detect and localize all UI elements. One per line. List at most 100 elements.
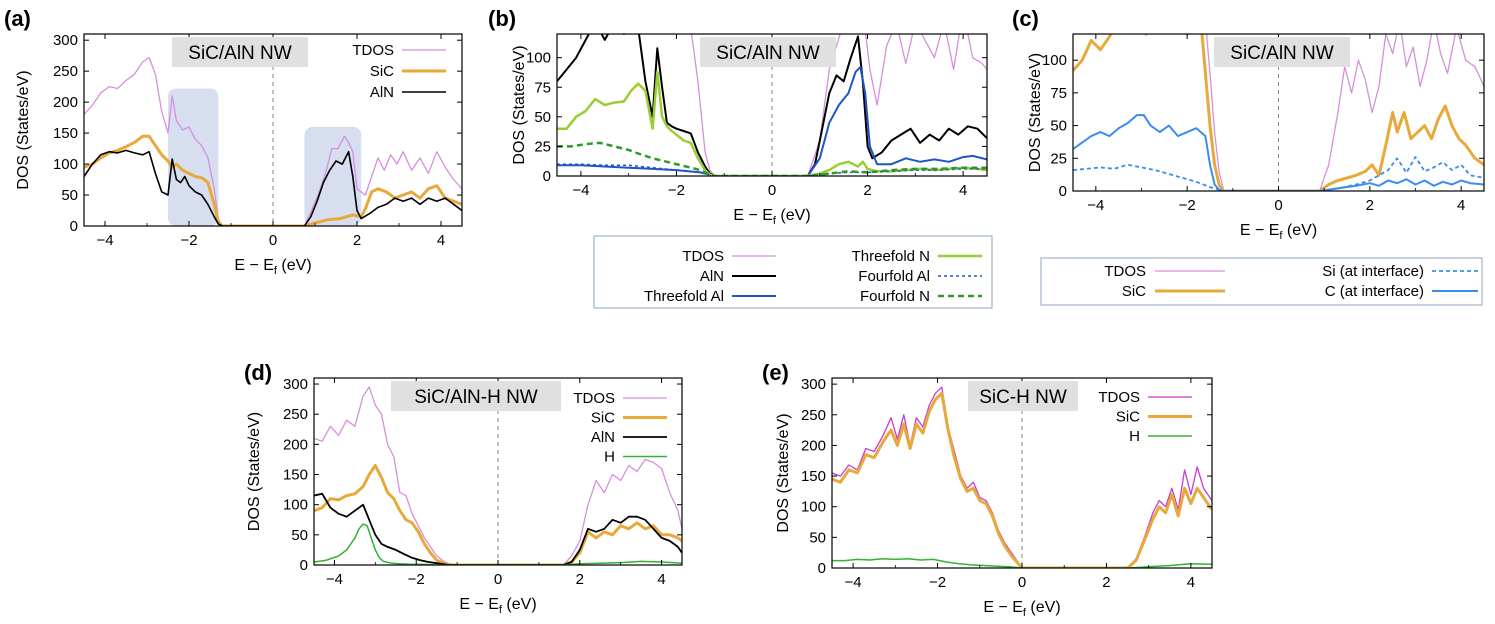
x-axis-title-main: E − E bbox=[1240, 222, 1280, 239]
legend-box bbox=[593, 235, 993, 309]
x-axis-title-unit: (eV) bbox=[502, 596, 537, 613]
y-tick-label: 200 bbox=[801, 437, 826, 454]
legend: TDOS SiC AlN H bbox=[573, 390, 667, 466]
series-line-c-at-interface- bbox=[1073, 114, 1484, 191]
chart-title: SiC/AlN NW bbox=[716, 43, 820, 64]
series-line-sic bbox=[1073, 34, 1484, 191]
x-axis-title-sub: f bbox=[499, 604, 503, 616]
x-tick-label: −4 bbox=[96, 232, 113, 249]
x-tick-label: −2 bbox=[408, 571, 425, 588]
x-tick-label: −2 bbox=[1179, 197, 1196, 214]
chart-title: SiC-H NW bbox=[979, 387, 1067, 408]
legend-label: TDOS bbox=[1104, 263, 1146, 280]
y-tick-label: 75 bbox=[534, 79, 551, 96]
y-tick-label: 300 bbox=[283, 376, 308, 393]
x-tick-label: 4 bbox=[657, 571, 665, 588]
series-line-tdos bbox=[690, 34, 987, 176]
legend-box bbox=[1040, 257, 1483, 306]
x-tick-label: 0 bbox=[269, 232, 277, 249]
x-tick-label: 2 bbox=[576, 571, 584, 588]
legend-label: TDOS bbox=[573, 390, 615, 407]
panel-label: (d) bbox=[244, 360, 272, 385]
x-axis-title-unit: (eV) bbox=[776, 207, 811, 224]
legend-label: SiC bbox=[591, 410, 615, 427]
y-tick-label: 50 bbox=[291, 527, 308, 544]
y-tick-label: 150 bbox=[801, 468, 826, 485]
legend-label: TDOS bbox=[682, 248, 724, 265]
title-box bbox=[968, 381, 1078, 411]
y-tick-label: 0 bbox=[70, 218, 78, 235]
legend-label: H bbox=[1129, 428, 1140, 445]
y-axis-title: DOS (States/eV) bbox=[1027, 53, 1044, 172]
y-axis-title: DOS (States/eV) bbox=[246, 412, 263, 531]
legend-label: AlN bbox=[591, 429, 615, 446]
x-axis-title-main: E − E bbox=[733, 207, 773, 224]
panel-label: (a) bbox=[4, 6, 31, 31]
legend: TDOS SiC H bbox=[1098, 389, 1192, 445]
y-tick-label: 25 bbox=[534, 138, 551, 155]
x-axis-title: E − Ef (eV) bbox=[234, 257, 311, 277]
y-axis-title: DOS (States/eV) bbox=[15, 70, 32, 189]
x-axis-title: E − Ef (eV) bbox=[1240, 222, 1317, 242]
highlight-region bbox=[304, 126, 362, 226]
x-tick-label: 0 bbox=[494, 571, 502, 588]
legend-label: Fourfold N bbox=[860, 288, 930, 305]
series-line-fourfold-n bbox=[557, 141, 987, 176]
x-axis-title-main: E − E bbox=[459, 596, 499, 613]
title-box bbox=[391, 381, 561, 411]
series-line-sic bbox=[832, 391, 1212, 568]
legend: TDOS SiC AlN bbox=[352, 42, 446, 101]
legend-label: SiC bbox=[1122, 283, 1146, 300]
legend: TDOS AlN Threefold Al Threefold N Fourfold A… bbox=[593, 235, 993, 309]
legend-label: H bbox=[604, 449, 615, 466]
legend-label: Threefold N bbox=[852, 248, 930, 265]
y-tick-label: 300 bbox=[801, 376, 826, 393]
series-line-tdos bbox=[84, 56, 462, 226]
x-axis-title-sub: f bbox=[274, 265, 278, 277]
series-line-tdos bbox=[832, 386, 1212, 568]
panel-c: −4 −2 0 2 4 0 25 50 75 100 E − Ef (eV) DOS (States/… bbox=[1012, 6, 1485, 306]
y-tick-label: 250 bbox=[283, 406, 308, 423]
series-line-h bbox=[314, 523, 682, 565]
panel-label: (c) bbox=[1012, 6, 1039, 31]
series-line-aln bbox=[557, 34, 987, 176]
x-axis-title-sub: f bbox=[1023, 607, 1027, 619]
legend-label: TDOS bbox=[1098, 389, 1140, 406]
legend-label: TDOS bbox=[352, 42, 394, 59]
series-group bbox=[832, 386, 1212, 568]
title-box bbox=[700, 37, 836, 67]
legend-label: C (at interface) bbox=[1325, 283, 1424, 300]
y-tick-label: 50 bbox=[809, 529, 826, 546]
panel-a: −4 −2 0 2 4 0 50 100 150 200 250 300 E − Ef (eV) DOS … bbox=[4, 6, 463, 277]
legend-label: SiC bbox=[1116, 409, 1140, 426]
y-tick-label: 50 bbox=[61, 187, 78, 204]
y-axis-title: DOS (States/eV) bbox=[511, 45, 528, 164]
legend: TDOS SiC Si (at interface) C (at interface) bbox=[1040, 257, 1483, 306]
y-tick-label: 100 bbox=[283, 497, 308, 514]
x-axis-title-unit: (eV) bbox=[277, 257, 312, 274]
x-axis-title: E − Ef (eV) bbox=[459, 596, 536, 616]
x-axis-title-unit: (eV) bbox=[1026, 599, 1061, 616]
y-tick-label: 0 bbox=[818, 560, 826, 577]
y-tick-label: 150 bbox=[53, 125, 78, 142]
panel-e: −4 −2 0 2 4 0 50 100 150 200 250 300 E − Ef (eV) DOS … bbox=[762, 360, 1213, 619]
highlight-region bbox=[168, 88, 219, 226]
legend-label: Threefold Al bbox=[644, 288, 724, 305]
x-tick-label: −2 bbox=[668, 182, 685, 199]
series-line-fourfold-al bbox=[557, 163, 987, 176]
panel-label: (e) bbox=[762, 360, 789, 385]
y-tick-label: 200 bbox=[53, 94, 78, 111]
x-axis-title: E − Ef (eV) bbox=[983, 599, 1060, 619]
x-tick-label: −4 bbox=[845, 574, 862, 591]
legend-label: AlN bbox=[700, 268, 724, 285]
x-tick-label: −2 bbox=[929, 574, 946, 591]
x-tick-label: −2 bbox=[180, 232, 197, 249]
series-line-aln bbox=[84, 149, 462, 226]
y-axis-title: DOS (States/eV) bbox=[775, 413, 792, 532]
legend-label: Si (at interface) bbox=[1322, 263, 1424, 280]
series-line-tdos bbox=[1205, 34, 1484, 191]
x-tick-label: 2 bbox=[863, 182, 871, 199]
x-axis-title-unit: (eV) bbox=[1282, 222, 1317, 239]
x-tick-label: 0 bbox=[1018, 574, 1026, 591]
x-tick-label: −4 bbox=[572, 182, 589, 199]
